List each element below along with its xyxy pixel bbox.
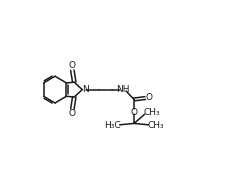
Text: CH₃: CH₃ bbox=[148, 122, 164, 130]
Text: O: O bbox=[69, 61, 76, 70]
Text: O: O bbox=[130, 108, 137, 117]
Text: N: N bbox=[83, 85, 89, 94]
Text: O: O bbox=[69, 109, 76, 118]
Text: NH: NH bbox=[116, 85, 130, 94]
Text: CH₃: CH₃ bbox=[144, 108, 160, 117]
Text: O: O bbox=[146, 93, 153, 102]
Text: H₃C: H₃C bbox=[104, 122, 121, 130]
